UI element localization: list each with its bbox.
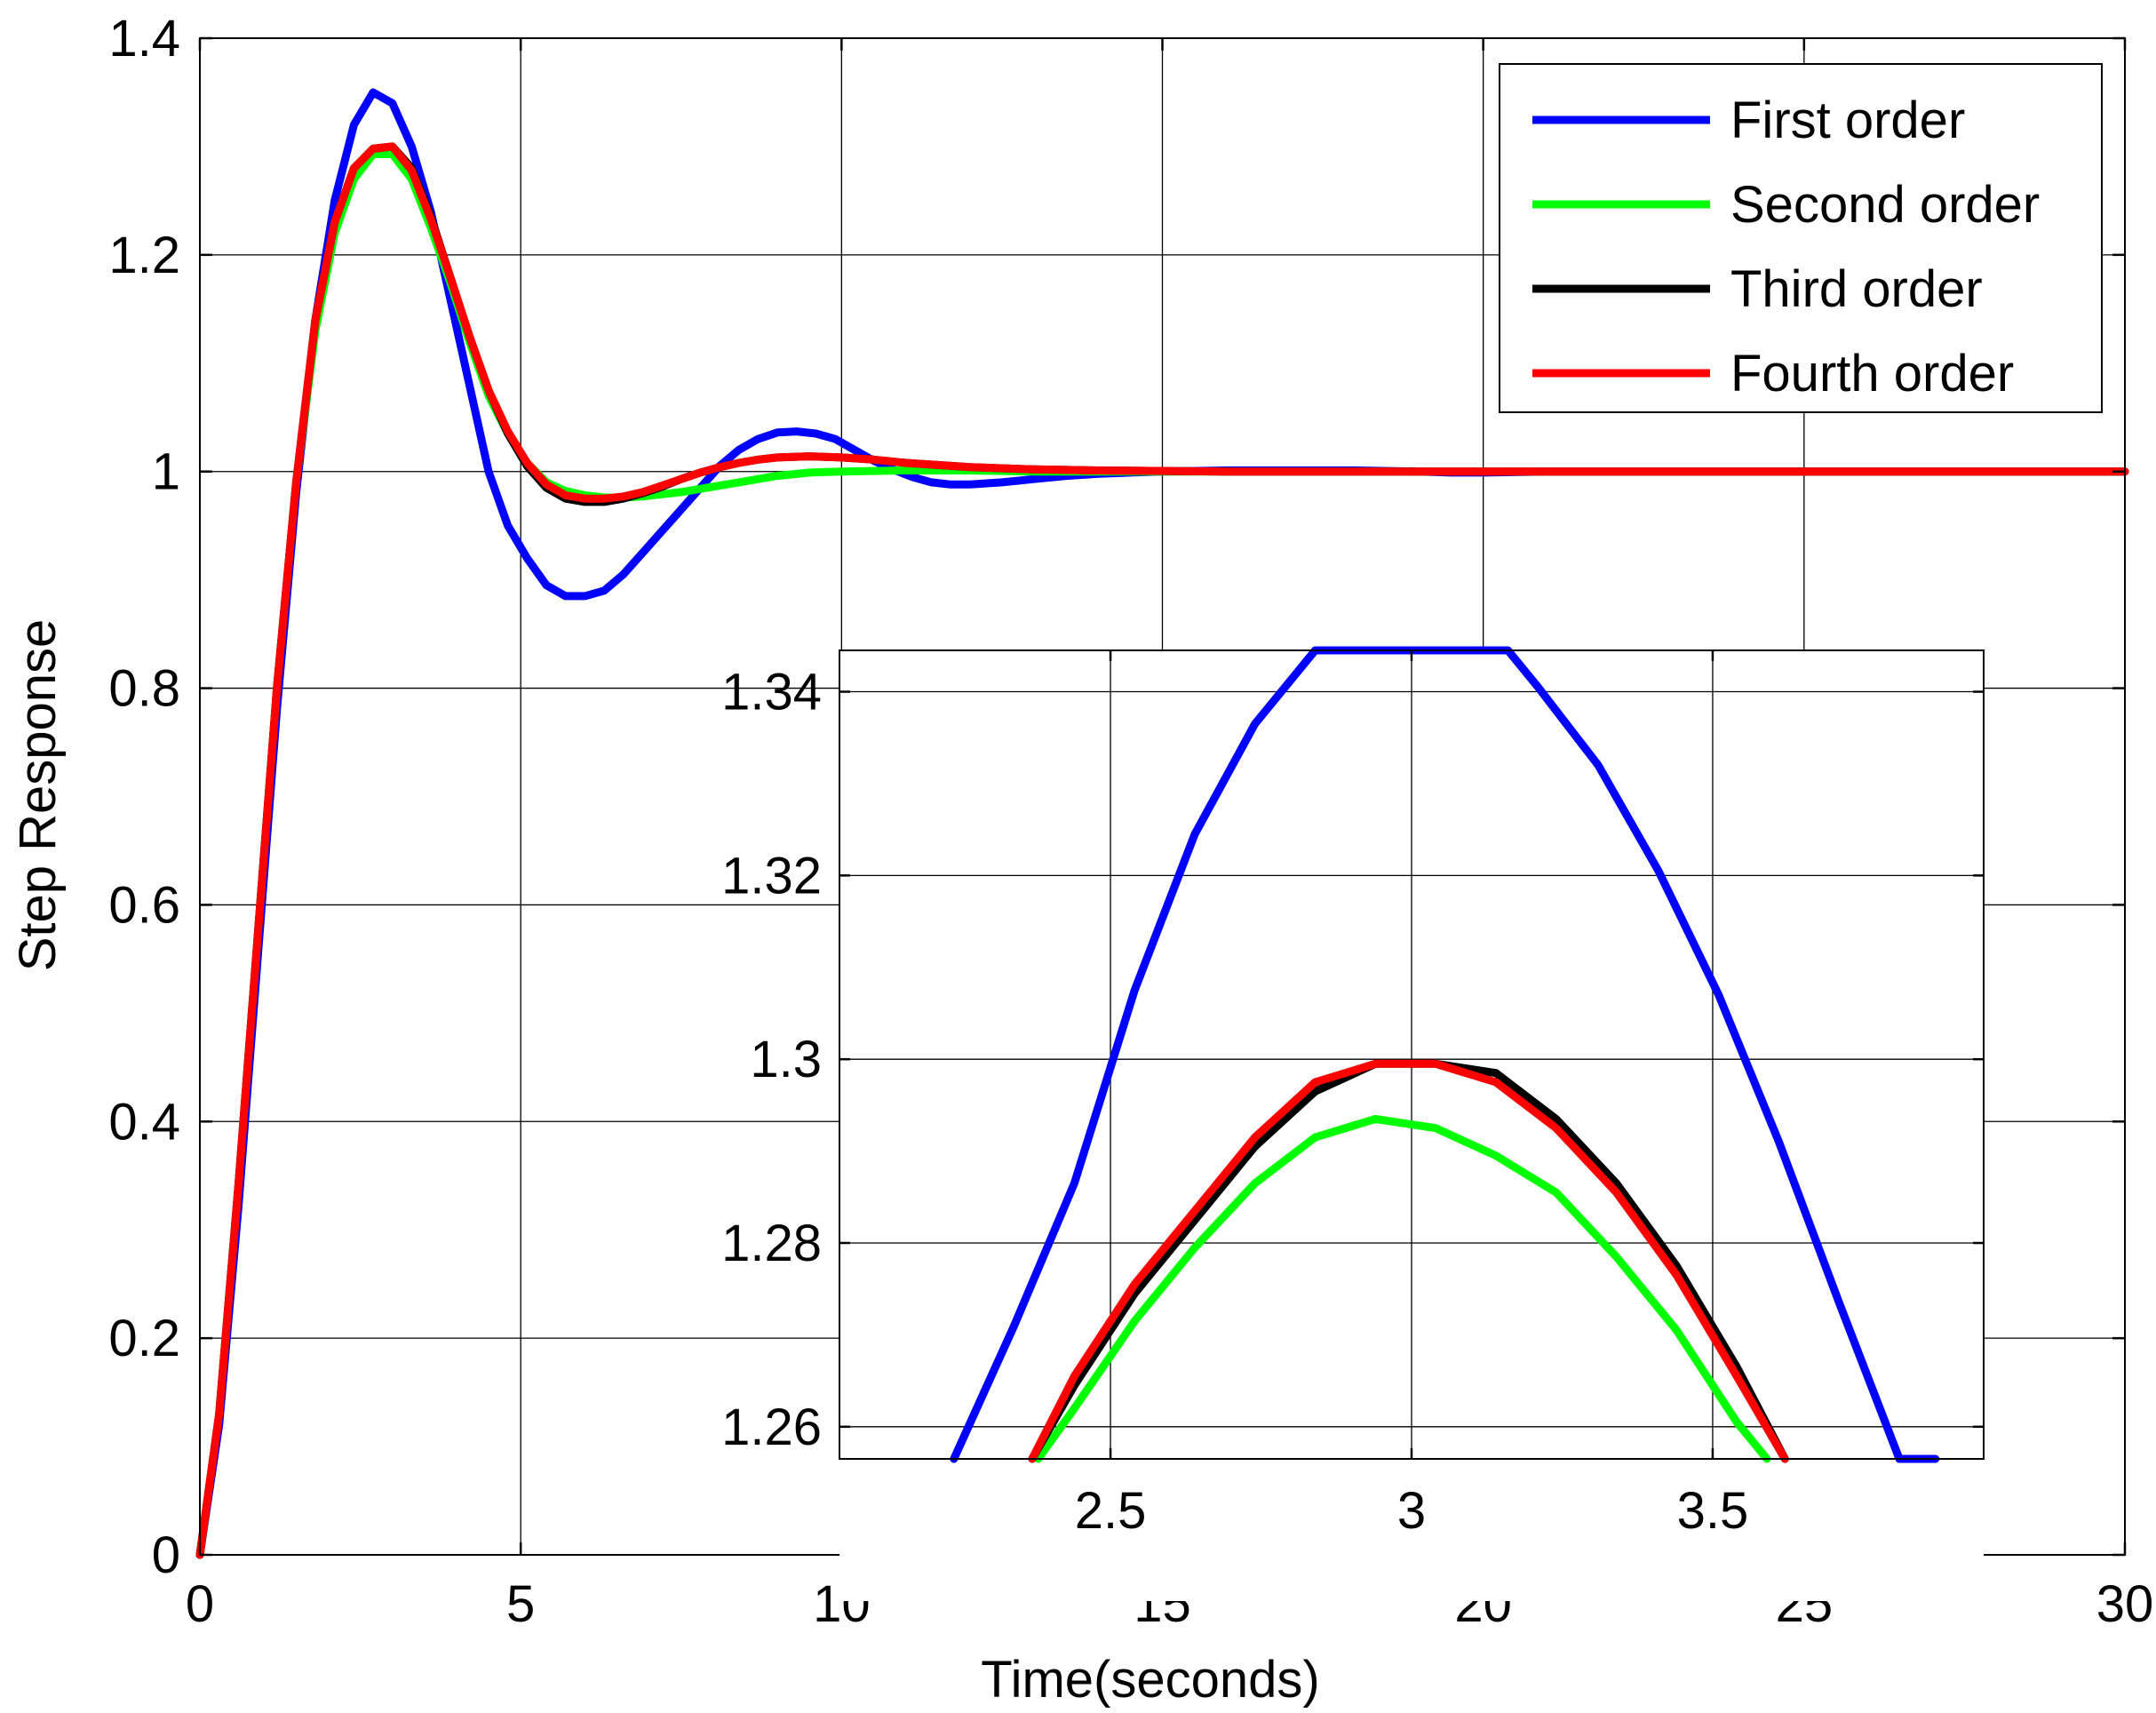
x-axis-label: Time(seconds): [981, 1651, 1319, 1709]
main-y-tick-label: 0.8: [108, 660, 180, 718]
main-y-tick-label: 0.6: [108, 876, 180, 934]
legend-label: Third order: [1730, 260, 1983, 318]
inset-x-tick-label: 3: [1397, 1482, 1426, 1540]
main-y-tick-label: 0: [152, 1526, 180, 1584]
inset-y-tick-label: 1.3: [750, 1031, 822, 1088]
main-y-tick-label: 1.2: [108, 227, 180, 284]
inset-grid: [839, 650, 1984, 1459]
legend: First order Second order Third order Fourth…: [1499, 63, 2103, 413]
inset-y-tick-labels: 1.26 1.28 1.3 1.32 1.34: [721, 664, 822, 1456]
inset-y-tick-label: 1.34: [721, 664, 822, 721]
y-axis-label: Step Response: [9, 619, 67, 972]
inset-y-tick-label: 1.28: [721, 1215, 822, 1272]
main-series: [195, 88, 2129, 1559]
inset-series-line-second-order: [1034, 1114, 1771, 1463]
main-y-tick-label: 1: [152, 443, 180, 501]
main-y-tick-label: 0.4: [108, 1093, 180, 1151]
legend-label: Fourth order: [1730, 345, 2014, 402]
main-x-tick-label: 5: [506, 1575, 535, 1633]
inset-axes: 2.5 3 3.5 1.26 1.28 1.3 1.32 1.34: [721, 646, 1985, 1601]
inset-x-tick-label: 2.5: [1075, 1482, 1147, 1540]
legend-items: First order Second order Third order Fourth…: [1532, 92, 2040, 402]
inset-series-line-fourth-order: [1028, 1059, 1789, 1463]
legend-label: Second order: [1730, 176, 2040, 234]
series-line-fourth-order: [195, 142, 2129, 1559]
inset-series-line-first-order: [950, 646, 1940, 1463]
main-y-tick-labels: 0 0.2 0.4 0.6 0.8 1 1.2 1.4: [108, 10, 180, 1584]
main-x-tick-label: 0: [186, 1575, 214, 1633]
legend-label: First order: [1730, 92, 1965, 149]
main-y-tick-label: 0.2: [108, 1310, 180, 1367]
main-y-tick-label: 1.4: [108, 10, 180, 68]
inset-x-tick-label: 3.5: [1677, 1482, 1749, 1540]
inset-series: [950, 646, 1940, 1463]
inset-x-tick-labels: 2.5 3 3.5: [1075, 1482, 1749, 1540]
inset-y-tick-label: 1.32: [721, 847, 822, 904]
main-x-tick-label: 30: [2096, 1575, 2154, 1633]
inset-ticks: [839, 650, 1984, 1459]
inset-y-tick-label: 1.26: [721, 1398, 822, 1456]
main-ticks: [198, 36, 2127, 1557]
